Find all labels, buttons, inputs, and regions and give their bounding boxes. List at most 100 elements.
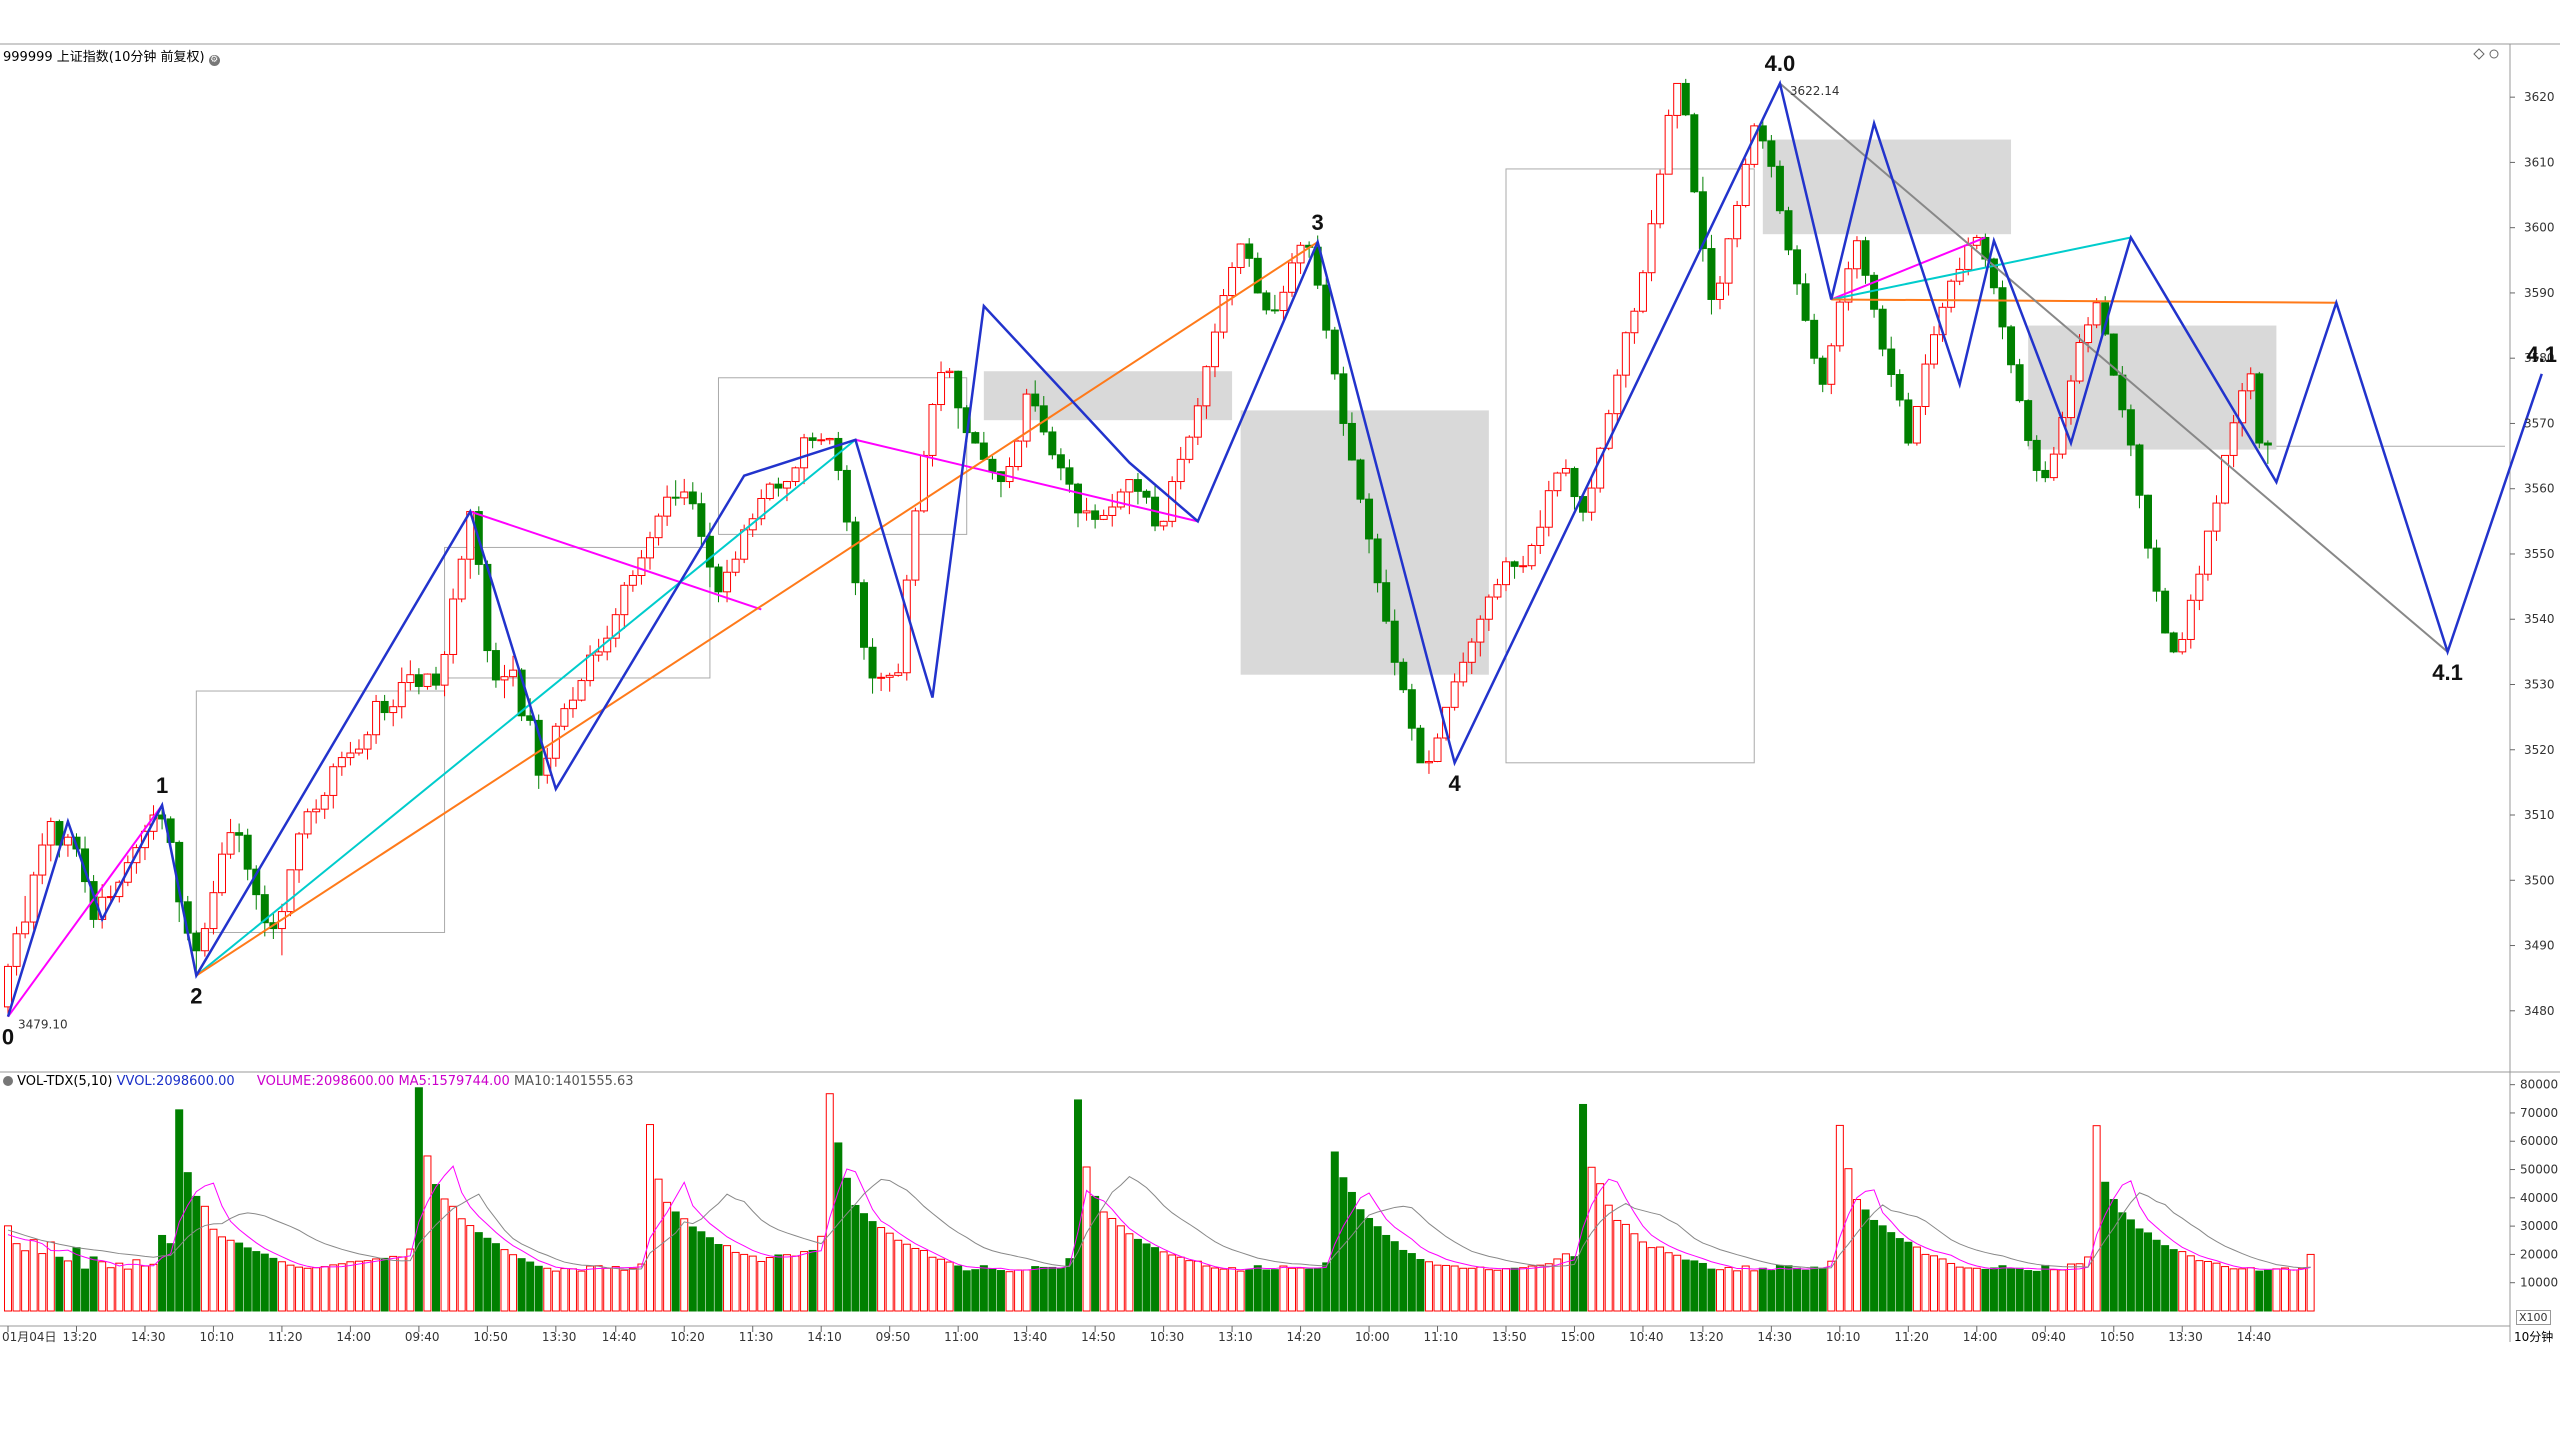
candle-body bbox=[81, 848, 90, 883]
candle-body bbox=[731, 558, 740, 573]
candle-body bbox=[1921, 363, 1930, 407]
volume-bar bbox=[517, 1258, 526, 1312]
volume-bar bbox=[1621, 1223, 1630, 1312]
volume-bar bbox=[1322, 1262, 1331, 1312]
price-tick-label: 3530 bbox=[2524, 677, 2555, 691]
candle-body bbox=[1647, 223, 1656, 274]
volume-bar bbox=[1921, 1253, 1930, 1312]
volume-bar bbox=[2066, 1263, 2075, 1312]
x-tick-label: 14:00 bbox=[336, 1330, 371, 1344]
candle-body bbox=[1133, 479, 1142, 492]
candle-body bbox=[1835, 301, 1844, 347]
candle-body bbox=[329, 766, 338, 796]
candle-body bbox=[1801, 283, 1810, 321]
volume-bar bbox=[2246, 1267, 2255, 1312]
candle-body bbox=[295, 833, 304, 871]
volume-bar bbox=[2203, 1260, 2212, 1312]
volume-bar bbox=[2135, 1228, 2144, 1312]
volume-header: VOL-TDX(5,10) VVOL:2098600.00 VOLUME:209… bbox=[3, 1074, 634, 1089]
volume-bar bbox=[2229, 1268, 2238, 1312]
indicator-name[interactable]: VOL-TDX(5,10) bbox=[17, 1074, 113, 1089]
candle-body bbox=[671, 496, 680, 499]
volume-bar bbox=[1390, 1241, 1399, 1312]
indicator-settings-icon[interactable] bbox=[3, 1076, 13, 1086]
candle-body bbox=[560, 708, 569, 727]
candle-body bbox=[2024, 400, 2033, 441]
volume-bar bbox=[457, 1218, 466, 1312]
volume-bar bbox=[1775, 1264, 1784, 1312]
candle-body bbox=[406, 674, 415, 684]
candle-body bbox=[432, 673, 440, 686]
candle-body bbox=[1561, 467, 1570, 474]
volume-tick-label: 20000 bbox=[2520, 1247, 2558, 1261]
candle-body bbox=[971, 432, 980, 444]
price-tick-label: 3590 bbox=[2524, 286, 2555, 300]
volume-bar bbox=[688, 1226, 697, 1312]
volume-bar bbox=[440, 1198, 449, 1312]
volume-bar bbox=[1014, 1269, 1023, 1312]
candle-body bbox=[1116, 491, 1125, 508]
x-tick-label: 11:30 bbox=[739, 1330, 774, 1344]
volume-bar bbox=[919, 1249, 928, 1312]
volume-bar bbox=[295, 1266, 304, 1312]
ma5-label: MA5: bbox=[398, 1074, 432, 1089]
candle-body bbox=[55, 821, 64, 846]
x-tick-label: 10:50 bbox=[473, 1330, 508, 1344]
wave-label: 4.0 bbox=[1765, 51, 1796, 76]
candle-body bbox=[1014, 440, 1023, 468]
volume-bar bbox=[286, 1264, 295, 1312]
price-tick-label: 3560 bbox=[2524, 482, 2555, 496]
candle-body bbox=[423, 673, 432, 687]
circle-icon[interactable] bbox=[2489, 49, 2499, 59]
volume-bar bbox=[183, 1172, 192, 1312]
zones-layer bbox=[195, 139, 2505, 933]
candle-body bbox=[2049, 453, 2058, 479]
period-label[interactable]: 10分钟 bbox=[2514, 1330, 2554, 1344]
ma10-label: MA10: bbox=[513, 1074, 555, 1089]
x-tick-label: 11:20 bbox=[1894, 1330, 1929, 1344]
candle-body bbox=[1450, 681, 1459, 708]
volume-bar bbox=[2161, 1245, 2170, 1312]
candle-body bbox=[1056, 454, 1065, 469]
candle-body bbox=[2084, 324, 2093, 344]
candle-body bbox=[2246, 373, 2255, 392]
x-tick-label: 14:00 bbox=[1963, 1330, 1998, 1344]
volume-bar bbox=[123, 1268, 132, 1312]
volume-value: 2098600.00 bbox=[315, 1074, 395, 1089]
candle-body bbox=[1330, 329, 1339, 375]
volume-bar bbox=[1193, 1260, 1202, 1312]
volume-bar bbox=[209, 1228, 218, 1312]
diamond-icon[interactable] bbox=[2473, 48, 2485, 60]
volume-bar bbox=[877, 1227, 886, 1312]
volume-bar bbox=[2015, 1267, 2024, 1312]
volume-bar bbox=[1972, 1267, 1981, 1312]
candle-body bbox=[654, 515, 663, 539]
trend-line bbox=[1831, 298, 2337, 304]
volume-bar bbox=[937, 1258, 946, 1312]
volume-bar bbox=[1116, 1225, 1125, 1312]
trend-line bbox=[195, 438, 857, 977]
x-tick-label: 13:40 bbox=[1013, 1330, 1048, 1344]
price-annotation: 3479.10 bbox=[18, 1018, 68, 1032]
candle-body bbox=[1827, 345, 1836, 385]
x-tick-label: 14:10 bbox=[807, 1330, 842, 1344]
volume-bar bbox=[2075, 1263, 2084, 1312]
candle-body bbox=[1228, 266, 1237, 297]
volume-bar bbox=[1827, 1260, 1836, 1312]
candles-layer bbox=[4, 78, 2272, 1017]
volume-bar bbox=[115, 1262, 124, 1312]
volume-bar bbox=[1698, 1262, 1707, 1312]
top-right-icons[interactable] bbox=[2473, 48, 2499, 60]
candle-body bbox=[1484, 596, 1493, 620]
volume-bar bbox=[491, 1243, 500, 1312]
volume-bar bbox=[1133, 1238, 1142, 1312]
volume-bar bbox=[628, 1267, 637, 1312]
settings-icon[interactable]: ⚙ bbox=[208, 55, 220, 66]
candle-body bbox=[1784, 210, 1793, 251]
volume-bar bbox=[1219, 1268, 1228, 1312]
candle-body bbox=[389, 706, 398, 714]
candle-body bbox=[1279, 291, 1288, 312]
candle-body bbox=[2101, 302, 2110, 335]
